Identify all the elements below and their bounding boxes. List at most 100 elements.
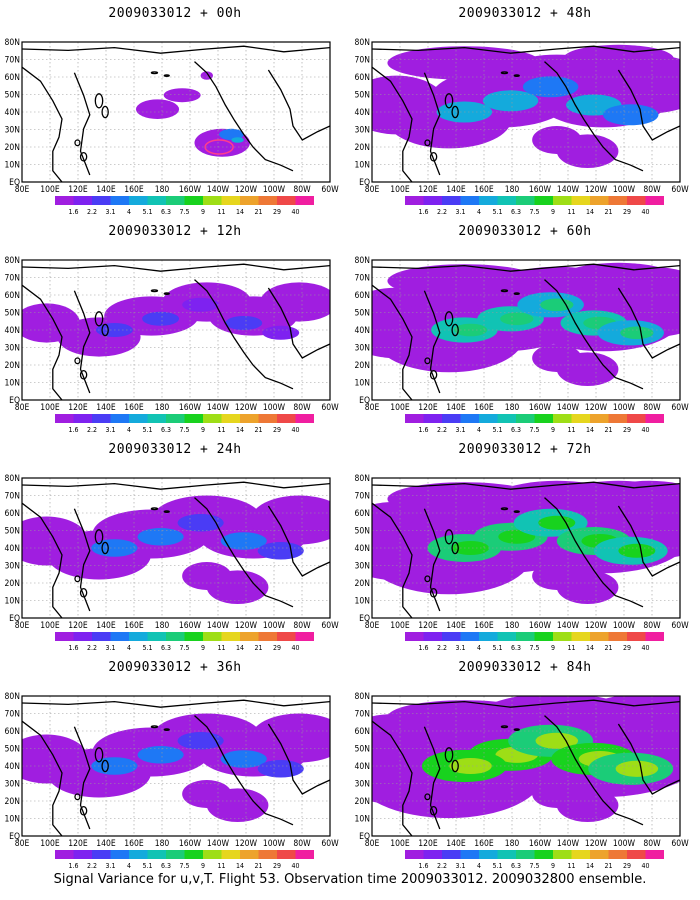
variance-contour bbox=[452, 541, 490, 555]
lat-label: 50N bbox=[355, 91, 370, 101]
lat-label: 10N bbox=[5, 815, 20, 825]
lat-label: 10N bbox=[355, 161, 370, 171]
panel-title: 2009033012 + 00h bbox=[108, 6, 242, 21]
lat-label: 30N bbox=[355, 344, 370, 354]
lon-label: 120W bbox=[585, 839, 608, 849]
colorbar-swatch bbox=[295, 196, 314, 205]
map-frame bbox=[371, 695, 681, 837]
colorbar-label: 7.5 bbox=[529, 426, 539, 434]
variance-contour bbox=[538, 515, 576, 530]
lat-label: 40N bbox=[5, 762, 20, 772]
lon-label: 60W bbox=[671, 839, 689, 849]
colorbar-swatch bbox=[460, 196, 479, 205]
variance-contour bbox=[260, 282, 330, 322]
colorbar-label: 6.3 bbox=[511, 208, 521, 216]
colorbar-label: 11 bbox=[567, 426, 575, 434]
colorbar-label: 7.5 bbox=[529, 208, 539, 216]
colorbar-swatch bbox=[221, 632, 240, 641]
variance-map: EQ 10N 20N 30N 40N 50N 60N 70N 80N 80E 100E 120E 140… bbox=[355, 256, 690, 434]
lon-label: 160W bbox=[529, 621, 552, 631]
colorbar-swatch bbox=[203, 414, 222, 423]
lon-label: 80E bbox=[365, 839, 380, 849]
variance-field bbox=[372, 260, 680, 400]
panel-title: 2009033012 + 36h bbox=[108, 660, 242, 675]
panel-title: 2009033012 + 72h bbox=[458, 442, 592, 457]
colorbar-label: 11 bbox=[217, 862, 225, 870]
lon-label: 180 bbox=[155, 185, 170, 195]
coastline bbox=[372, 45, 680, 182]
colorbar-swatch bbox=[442, 196, 461, 205]
colorbar-swatch bbox=[258, 850, 277, 859]
colorbar-swatch bbox=[479, 632, 498, 641]
colorbar-swatch bbox=[608, 196, 627, 205]
colorbar-label: 4 bbox=[477, 862, 481, 870]
lon-label: 60W bbox=[671, 403, 689, 413]
lon-label: 120W bbox=[235, 621, 258, 631]
lat-label: EQ bbox=[9, 614, 20, 624]
coastline bbox=[22, 699, 330, 836]
lon-label: 120W bbox=[235, 185, 258, 195]
colorbar-swatch bbox=[423, 850, 442, 859]
variance-contour bbox=[135, 99, 180, 119]
colorbar-swatch bbox=[184, 850, 203, 859]
colorbar-label: 9 bbox=[551, 426, 555, 434]
lon-label: 120W bbox=[235, 839, 258, 849]
colorbar-swatch bbox=[184, 414, 203, 423]
colorbar-label: 40 bbox=[291, 426, 299, 434]
colorbar-label: 21 bbox=[254, 644, 262, 652]
colorbar-swatch bbox=[571, 196, 590, 205]
colorbar-swatch bbox=[147, 196, 166, 205]
variance-contour bbox=[182, 297, 220, 312]
colorbar-label: 7.5 bbox=[529, 644, 539, 652]
variance-map: EQ 10N 20N 30N 40N 50N 60N 70N 80N 80E 100E 120E 140… bbox=[5, 474, 340, 652]
lat-label: EQ bbox=[359, 396, 370, 406]
colorbar-label: 2.2 bbox=[437, 862, 447, 870]
colorbar-label: 40 bbox=[641, 862, 649, 870]
lon-label: 60W bbox=[321, 621, 339, 631]
variance-contour bbox=[498, 529, 536, 544]
variance-contour bbox=[449, 757, 492, 775]
colorbar-swatch bbox=[571, 850, 590, 859]
lat-label: 40N bbox=[355, 108, 370, 118]
colorbar-label: 14 bbox=[586, 426, 594, 434]
variance-map: EQ 10N 20N 30N 40N 50N 60N 70N 80N 80E 100E 120E 140… bbox=[355, 692, 690, 870]
lon-label: 100E bbox=[390, 185, 410, 195]
colorbar-label: 11 bbox=[567, 208, 575, 216]
lon-label: 180 bbox=[155, 621, 170, 631]
colorbar-swatch bbox=[147, 632, 166, 641]
lon-label: 160E bbox=[124, 839, 144, 849]
lat-label: 20N bbox=[5, 361, 20, 371]
lon-label: 80W bbox=[293, 621, 311, 631]
colorbar-label: 29 bbox=[623, 862, 631, 870]
colorbar-swatch bbox=[166, 196, 185, 205]
lon-label: 160E bbox=[474, 403, 494, 413]
variance-contour bbox=[163, 88, 201, 103]
lon-label: 80W bbox=[643, 403, 661, 413]
colorbar-label: 3.1 bbox=[455, 862, 465, 870]
colorbar-label: 11 bbox=[217, 208, 225, 216]
lon-label: 120E bbox=[418, 839, 438, 849]
colorbar: 1.6 2.2 3.1 4 5.1 6.3 7.5 9 11 14 21 29 40 bbox=[55, 632, 314, 652]
variance-contour bbox=[532, 126, 582, 154]
colorbar-swatch bbox=[608, 850, 627, 859]
colorbar-swatch bbox=[203, 632, 222, 641]
lat-label: 20N bbox=[5, 579, 20, 589]
variance-contour bbox=[257, 542, 304, 560]
colorbar-swatch bbox=[55, 850, 74, 859]
lat-label: 20N bbox=[5, 797, 20, 807]
colorbar-swatch bbox=[110, 414, 129, 423]
colorbar-label: 2.2 bbox=[87, 426, 97, 434]
colorbar-label: 5.1 bbox=[142, 426, 152, 434]
lat-label: EQ bbox=[359, 832, 370, 842]
colorbar-swatch bbox=[442, 414, 461, 423]
colorbar-label: 29 bbox=[273, 644, 281, 652]
coastline bbox=[372, 263, 680, 400]
lon-label: 140W bbox=[557, 621, 580, 631]
map-frame bbox=[371, 477, 681, 619]
colorbar: 1.6 2.2 3.1 4 5.1 6.3 7.5 9 11 14 21 29 40 bbox=[55, 196, 314, 216]
variance-map: EQ 10N 20N 30N 40N 50N 60N 70N 80N 80E 100E 120E 140… bbox=[355, 474, 690, 652]
lat-label: 20N bbox=[5, 143, 20, 153]
lon-label: 60W bbox=[671, 185, 689, 195]
colorbar-label: 40 bbox=[291, 644, 299, 652]
colorbar-swatch bbox=[497, 632, 516, 641]
